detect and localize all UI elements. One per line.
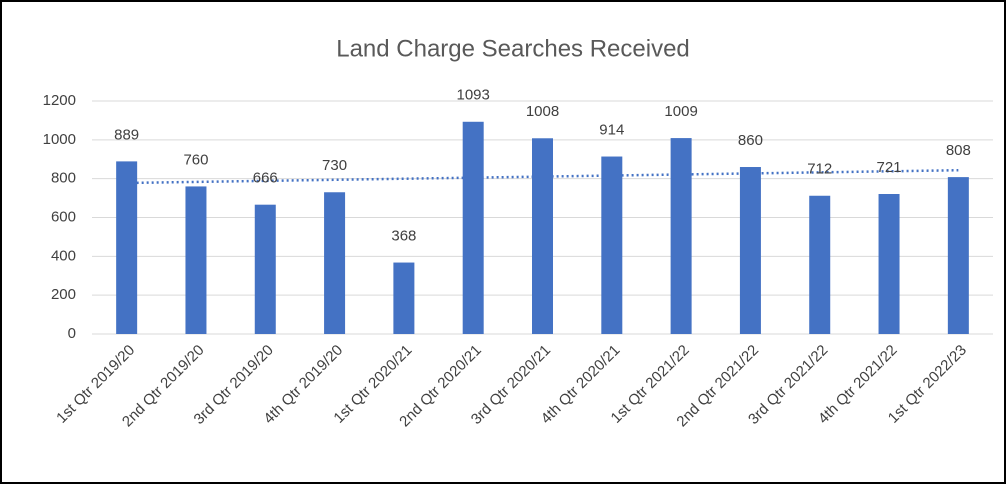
y-tick-label: 0 — [68, 325, 76, 342]
y-tick-label: 1200 — [43, 92, 76, 109]
bar — [185, 186, 207, 334]
bar — [670, 138, 692, 334]
data-label: 721 — [877, 159, 902, 176]
bar — [739, 167, 761, 334]
data-label: 1008 — [526, 103, 559, 120]
bar — [532, 138, 553, 334]
y-tick-label: 600 — [51, 208, 76, 225]
bar — [324, 192, 346, 334]
bar — [393, 262, 415, 334]
data-label: 808 — [946, 142, 971, 159]
data-label: 860 — [738, 132, 763, 149]
y-tick-label: 1000 — [43, 131, 76, 148]
data-label: 1093 — [457, 87, 490, 104]
data-label: 889 — [114, 126, 139, 143]
trendline — [126, 168, 959, 185]
bar — [601, 156, 623, 334]
data-label: 914 — [599, 122, 624, 139]
bar — [116, 161, 138, 334]
bar — [947, 177, 969, 334]
data-label: 368 — [391, 228, 416, 245]
bar — [878, 194, 900, 334]
y-tick-label: 800 — [51, 170, 76, 187]
data-label: 712 — [807, 161, 832, 178]
bar — [462, 121, 484, 334]
y-tick-label: 200 — [51, 286, 76, 303]
y-tick-label: 400 — [51, 247, 76, 264]
data-label: 1009 — [664, 103, 697, 120]
bar — [254, 204, 276, 334]
data-label: 730 — [322, 157, 347, 174]
data-label: 760 — [183, 151, 208, 168]
data-label: 666 — [253, 170, 278, 187]
chart-title: Land Charge Searches Received — [336, 35, 690, 62]
bar — [809, 195, 831, 334]
